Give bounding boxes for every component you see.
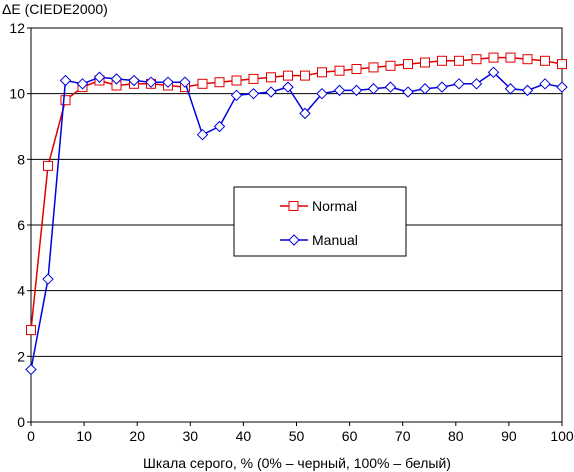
data-point-manual [419, 83, 431, 95]
y-axis-title: ΔE (CIEDE2000) [2, 1, 108, 17]
data-point-manual [470, 78, 483, 90]
data-point-normal [334, 65, 345, 76]
legend-label-manual: Manual [312, 232, 358, 248]
x-tick-label: 60 [342, 428, 358, 444]
data-point-normal [522, 54, 533, 65]
data-point-manual [25, 363, 37, 376]
x-tick-label: 100 [550, 428, 574, 444]
data-point-manual [230, 89, 243, 102]
data-point-manual [333, 84, 346, 97]
data-point-normal [557, 59, 567, 70]
y-tick-label: 10 [9, 86, 25, 102]
x-tick-label: 50 [289, 428, 305, 444]
y-tick-label: 4 [17, 283, 25, 299]
data-point-manual [76, 78, 89, 90]
data-point-normal [266, 72, 276, 83]
data-point-normal [300, 70, 310, 81]
data-point-normal [248, 73, 259, 84]
series-group [25, 52, 568, 376]
data-point-normal [420, 57, 430, 68]
x-tick-label: 10 [76, 428, 92, 444]
data-point-manual [316, 87, 328, 100]
data-point-normal [214, 77, 225, 88]
x-tick-label: 40 [236, 428, 252, 444]
data-point-manual [59, 74, 72, 87]
series-manual [25, 66, 568, 376]
x-tick-label: 30 [183, 428, 199, 444]
data-point-manual [93, 71, 106, 83]
data-point-normal [505, 52, 516, 63]
data-point-manual [521, 84, 534, 97]
series-normal [26, 52, 567, 336]
x-tick-label: 80 [448, 428, 464, 444]
data-point-manual [247, 87, 260, 100]
data-point-normal [197, 78, 208, 89]
y-tick-label: 0 [17, 414, 25, 430]
data-point-manual [299, 107, 311, 120]
data-point-manual [179, 76, 191, 88]
data-point-manual [436, 81, 448, 93]
legend-marker-manual [288, 234, 300, 246]
data-point-normal [351, 64, 362, 74]
data-point-normal [403, 59, 413, 70]
data-point-manual [402, 86, 414, 98]
legend-box [233, 186, 407, 257]
data-point-manual [145, 76, 157, 88]
data-point-manual [453, 78, 465, 90]
y-tick-label: 6 [17, 217, 25, 233]
data-point-normal [454, 55, 464, 66]
x-tick-label: 70 [395, 428, 411, 444]
data-point-normal [368, 62, 379, 73]
data-point-manual [487, 66, 500, 79]
data-point-manual [162, 76, 174, 88]
data-point-normal [471, 54, 482, 65]
data-point-manual [539, 78, 551, 90]
y-axis-ticks: 0 2 4 6 8 10 12 [9, 20, 31, 430]
data-point-normal [488, 52, 499, 63]
data-point-normal [43, 160, 53, 171]
x-axis-title: Шкала серого, % (0% – черный, 100% – бел… [143, 455, 451, 471]
legend-marker-normal [288, 201, 299, 211]
data-point-normal [385, 60, 396, 71]
data-point-normal [26, 325, 36, 336]
data-point-manual [282, 81, 294, 93]
x-tick-label: 0 [27, 428, 35, 444]
data-point-manual [556, 81, 568, 93]
data-point-manual [504, 83, 517, 95]
data-point-manual [384, 81, 397, 93]
data-point-manual [213, 120, 226, 133]
y-tick-label: 2 [17, 348, 25, 364]
x-tick-label: 20 [129, 428, 145, 444]
data-point-manual [265, 86, 277, 98]
data-point-normal [231, 75, 242, 86]
y-tick-label: 8 [17, 151, 25, 167]
data-point-normal [437, 55, 447, 66]
data-point-manual [367, 83, 380, 95]
data-point-manual [42, 273, 54, 285]
legend: Normal Manual [233, 186, 407, 257]
data-point-normal [540, 55, 550, 66]
data-point-normal [317, 67, 327, 78]
x-axis-ticks: 0 10 20 30 40 50 60 70 80 90 100 [27, 422, 574, 444]
data-point-normal [60, 95, 71, 106]
data-point-manual [350, 84, 363, 97]
y-tick-label: 12 [9, 20, 25, 36]
data-point-manual [128, 74, 140, 87]
data-point-manual [110, 73, 123, 85]
x-tick-label: 90 [501, 428, 517, 444]
legend-label-normal: Normal [312, 198, 357, 214]
data-point-manual [196, 129, 209, 141]
data-point-normal [283, 70, 293, 81]
